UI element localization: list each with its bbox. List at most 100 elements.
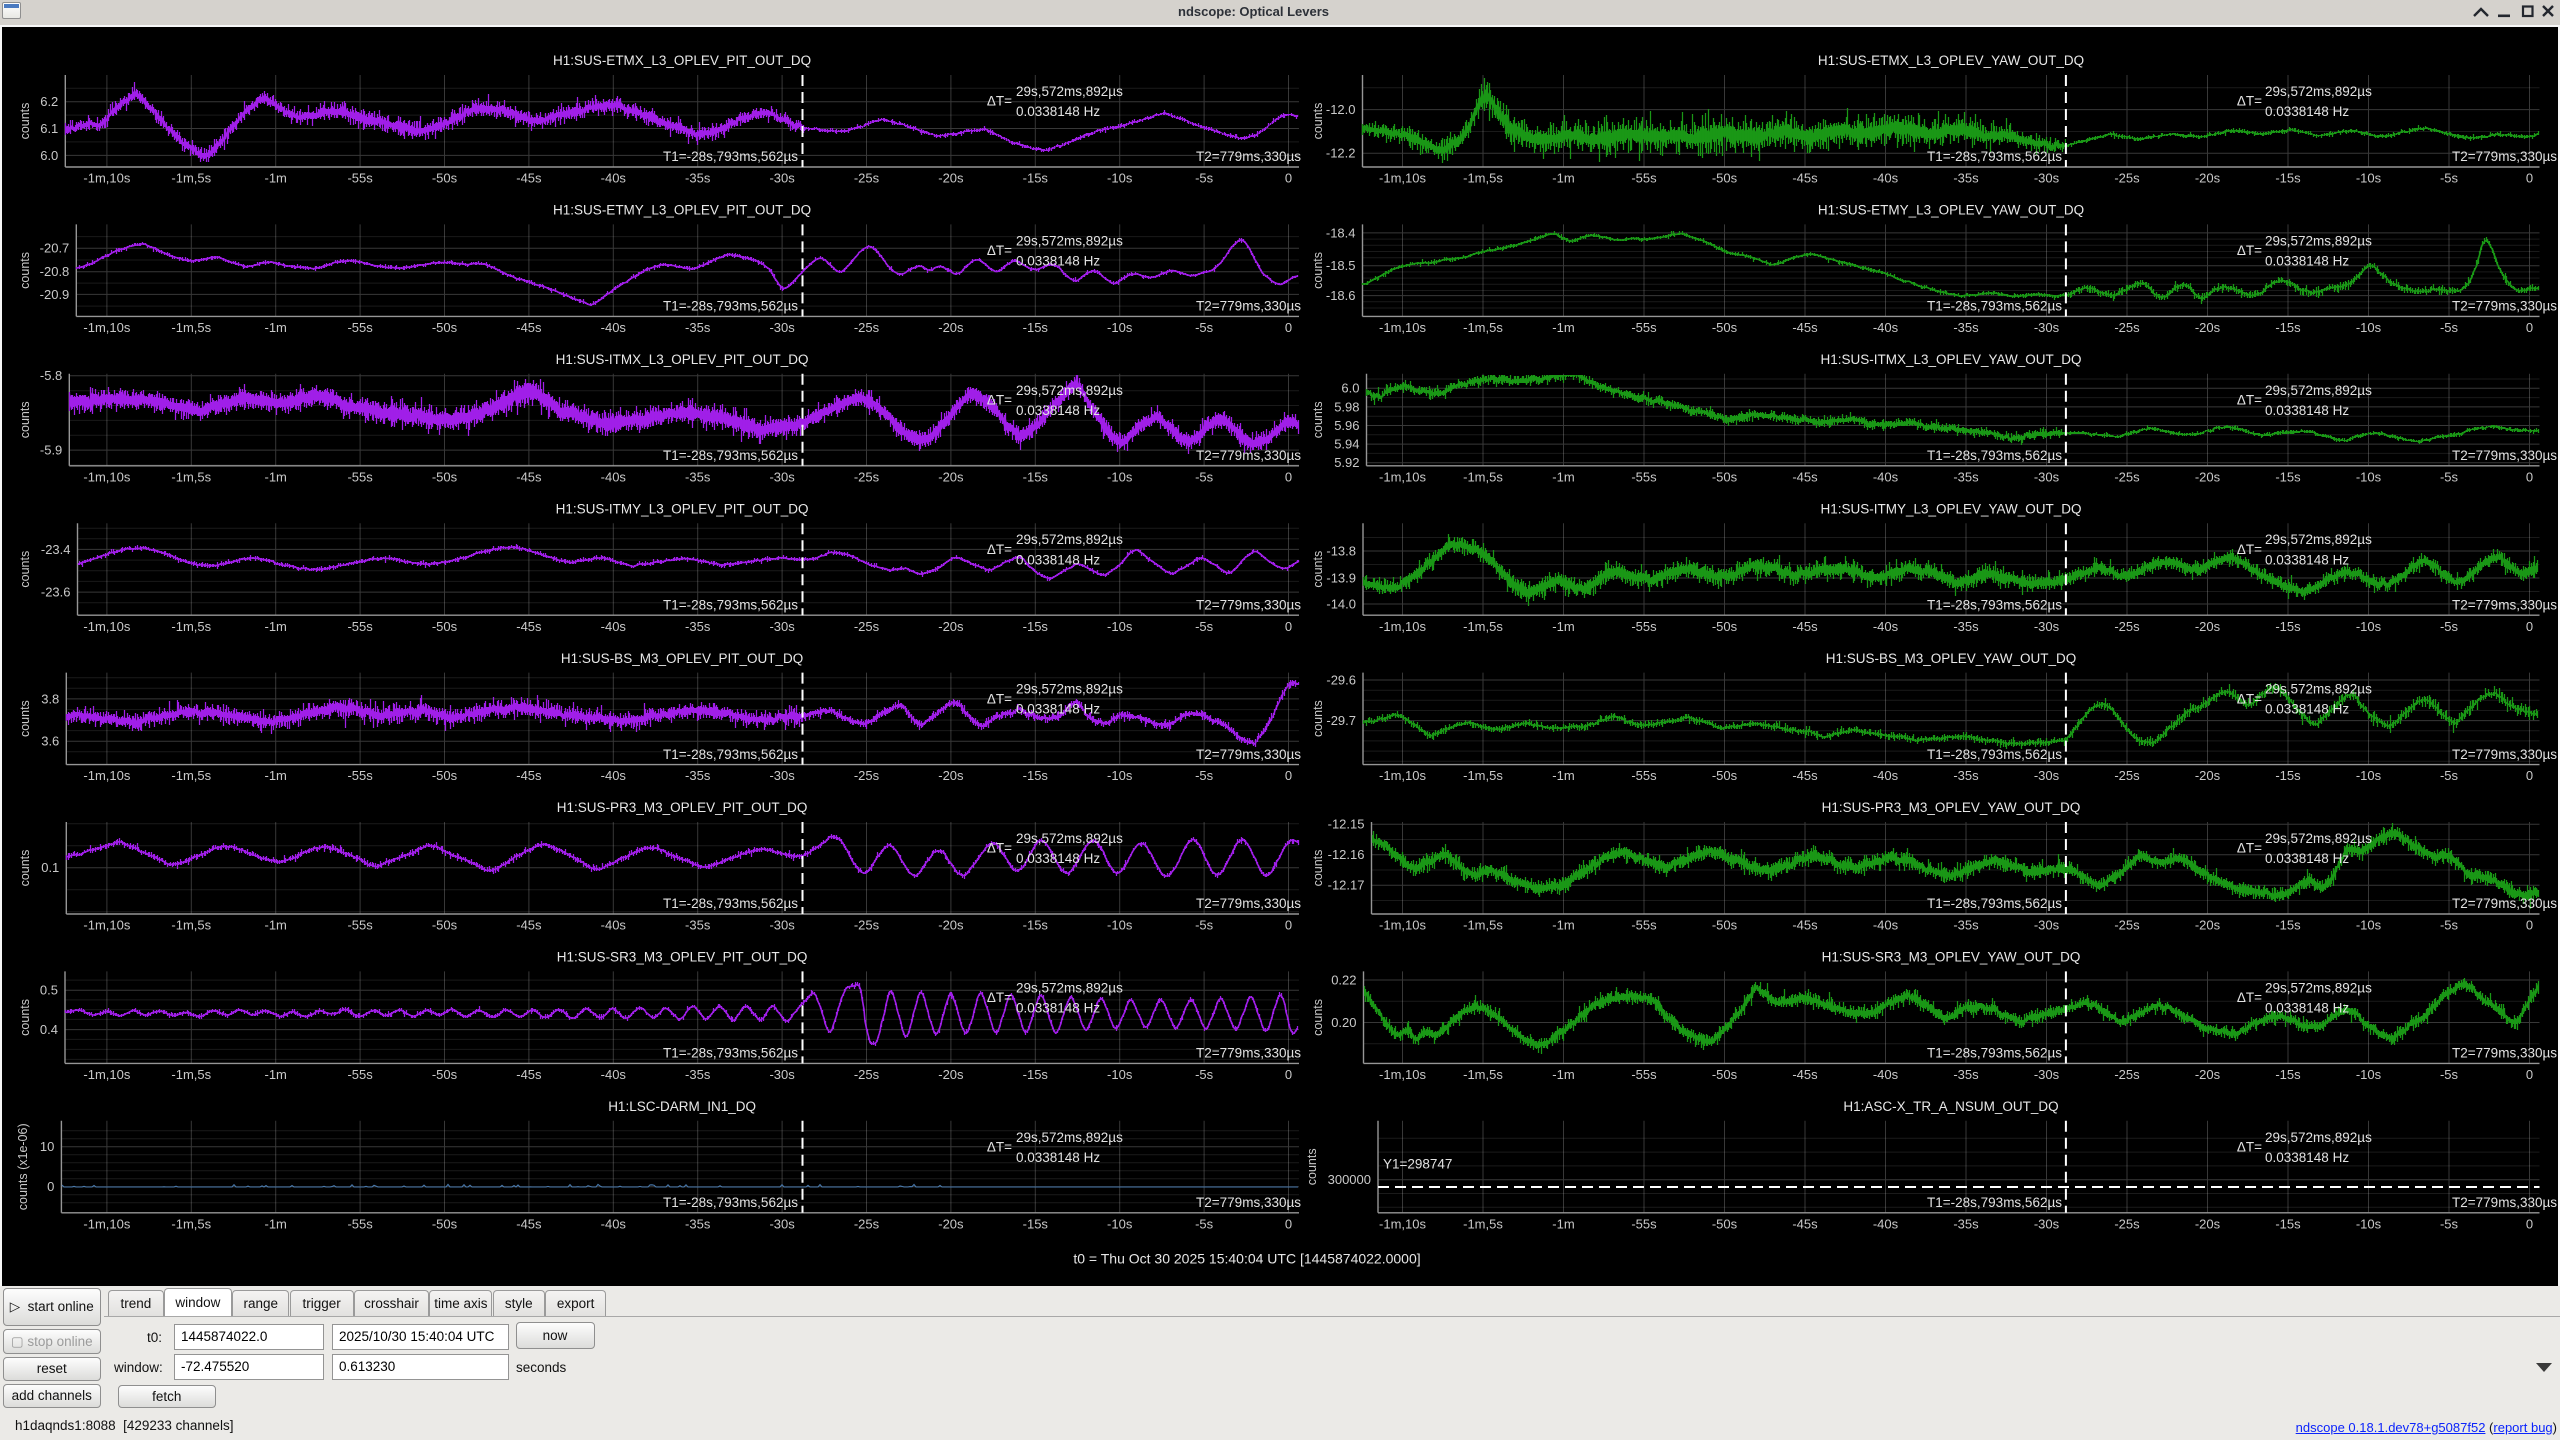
svg-text:3.6: 3.6 (41, 734, 59, 749)
svg-text:-1m: -1m (265, 1216, 287, 1231)
svg-text:-35s: -35s (685, 1067, 711, 1082)
svg-text:T2=779ms,330µs: T2=779ms,330µs (2452, 149, 2557, 164)
svg-text:0: 0 (2526, 918, 2533, 933)
svg-text:-55s: -55s (1631, 1216, 1657, 1231)
svg-text:29s,572ms,892µs: 29s,572ms,892µs (1016, 532, 1123, 547)
svg-text:29s,572ms,892µs: 29s,572ms,892µs (1016, 84, 1123, 99)
svg-text:-15s: -15s (1023, 619, 1049, 634)
svg-text:-30s: -30s (2034, 1067, 2060, 1082)
svg-text:-50s: -50s (1712, 320, 1738, 335)
svg-text:-40s: -40s (601, 1216, 627, 1231)
svg-text:-1m,10s: -1m,10s (1379, 1067, 1426, 1082)
svg-text:0: 0 (2526, 320, 2533, 335)
svg-text:-25s: -25s (2114, 768, 2140, 783)
svg-text:0.20: 0.20 (1331, 1015, 1356, 1030)
svg-text:Y1=298747: Y1=298747 (1383, 1157, 1452, 1172)
svg-text:-1m: -1m (265, 619, 287, 634)
svg-text:0: 0 (2526, 1216, 2533, 1231)
svg-text:-5s: -5s (2440, 768, 2459, 783)
svg-text:-25s: -25s (2114, 918, 2140, 933)
svg-text:-30s: -30s (769, 619, 795, 634)
svg-text:-45s: -45s (1792, 320, 1818, 335)
svg-text:-1m,5s: -1m,5s (1463, 918, 1503, 933)
svg-text:-5.9: -5.9 (40, 443, 62, 458)
svg-text:-1m,10s: -1m,10s (83, 1216, 130, 1231)
svg-text:ΔT=: ΔT= (987, 691, 1012, 706)
svg-text:-18.6: -18.6 (1326, 288, 1356, 303)
svg-text:-55s: -55s (1631, 768, 1657, 783)
svg-text:-55s: -55s (1631, 171, 1657, 186)
svg-text:-10s: -10s (1107, 768, 1133, 783)
svg-text:0.0338148 Hz: 0.0338148 Hz (2265, 702, 2349, 717)
svg-text:-30s: -30s (769, 918, 795, 933)
svg-text:-1m,10s: -1m,10s (1379, 320, 1426, 335)
svg-text:ΔT=: ΔT= (2237, 393, 2262, 408)
svg-text:T1=-28s,793ms,562µs: T1=-28s,793ms,562µs (1927, 448, 2062, 463)
svg-text:-55s: -55s (347, 320, 373, 335)
svg-text:counts: counts (1305, 1148, 1319, 1185)
svg-text:-45s: -45s (516, 1067, 542, 1082)
svg-text:0: 0 (1285, 918, 1292, 933)
svg-text:29s,572ms,892µs: 29s,572ms,892µs (2265, 233, 2372, 248)
svg-text:-35s: -35s (685, 469, 711, 484)
svg-text:counts: counts (18, 401, 32, 438)
svg-text:ΔT=: ΔT= (987, 243, 1012, 258)
svg-text:29s,572ms,892µs: 29s,572ms,892µs (2265, 1130, 2372, 1145)
svg-text:0.5: 0.5 (40, 983, 58, 998)
svg-text:-20.9: -20.9 (40, 287, 70, 302)
svg-text:-12.16: -12.16 (1328, 847, 1365, 862)
svg-text:-1m,5s: -1m,5s (1463, 171, 1503, 186)
svg-text:29s,572ms,892µs: 29s,572ms,892µs (1016, 831, 1123, 846)
svg-text:-5s: -5s (1195, 918, 1214, 933)
svg-text:-25s: -25s (854, 1067, 880, 1082)
svg-text:300000: 300000 (1328, 1172, 1371, 1187)
svg-text:-55s: -55s (1631, 918, 1657, 933)
svg-text:-10s: -10s (1107, 619, 1133, 634)
svg-text:-55s: -55s (1631, 619, 1657, 634)
svg-text:ΔT=: ΔT= (987, 94, 1012, 109)
svg-text:-55s: -55s (347, 1216, 373, 1231)
svg-text:H1:SUS-ETMY_L3_OPLEV_YAW_OUT_D: H1:SUS-ETMY_L3_OPLEV_YAW_OUT_DQ (1818, 203, 2084, 218)
svg-text:ΔT=: ΔT= (987, 393, 1012, 408)
svg-text:-55s: -55s (1631, 320, 1657, 335)
svg-text:-40s: -40s (601, 320, 627, 335)
svg-text:-50s: -50s (432, 171, 458, 186)
svg-text:H1:SUS-ITMY_L3_OPLEV_YAW_OUT_D: H1:SUS-ITMY_L3_OPLEV_YAW_OUT_DQ (1820, 501, 2081, 516)
svg-text:T2=779ms,330µs: T2=779ms,330µs (1196, 1195, 1301, 1210)
svg-text:-15s: -15s (2275, 768, 2301, 783)
svg-text:T1=-28s,793ms,562µs: T1=-28s,793ms,562µs (1927, 149, 2062, 164)
svg-text:counts: counts (1311, 551, 1325, 588)
svg-text:-10s: -10s (1107, 918, 1133, 933)
svg-text:-10s: -10s (2356, 768, 2382, 783)
svg-text:ΔT=: ΔT= (2237, 243, 2262, 258)
svg-text:-45s: -45s (1792, 619, 1818, 634)
svg-text:0: 0 (2526, 1067, 2533, 1082)
svg-text:-5s: -5s (2440, 918, 2459, 933)
svg-text:-30s: -30s (769, 1216, 795, 1231)
svg-text:29s,572ms,892µs: 29s,572ms,892µs (1016, 682, 1123, 697)
svg-text:0: 0 (1285, 1216, 1292, 1231)
svg-text:-25s: -25s (854, 171, 880, 186)
svg-text:-10s: -10s (2356, 1067, 2382, 1082)
svg-text:-20s: -20s (2195, 171, 2221, 186)
svg-text:-29.6: -29.6 (1326, 672, 1356, 687)
svg-text:-50s: -50s (432, 1216, 458, 1231)
svg-text:-20s: -20s (938, 469, 964, 484)
svg-text:-30s: -30s (2034, 171, 2060, 186)
svg-text:-10s: -10s (2356, 1216, 2382, 1231)
svg-text:-1m: -1m (1552, 469, 1574, 484)
svg-text:T1=-28s,793ms,562µs: T1=-28s,793ms,562µs (663, 149, 798, 164)
svg-text:T1=-28s,793ms,562µs: T1=-28s,793ms,562µs (663, 448, 798, 463)
svg-text:-20s: -20s (2195, 619, 2221, 634)
svg-text:-40s: -40s (601, 619, 627, 634)
svg-text:-1m: -1m (1552, 320, 1574, 335)
svg-text:0: 0 (2526, 619, 2533, 634)
svg-text:0.4: 0.4 (40, 1022, 58, 1037)
svg-text:-55s: -55s (1631, 1067, 1657, 1082)
svg-text:-25s: -25s (2114, 1067, 2140, 1082)
svg-text:H1:SUS-ETMX_L3_OPLEV_PIT_OUT_D: H1:SUS-ETMX_L3_OPLEV_PIT_OUT_DQ (553, 53, 811, 68)
svg-text:H1:LSC-DARM_IN1_DQ: H1:LSC-DARM_IN1_DQ (608, 1099, 756, 1114)
svg-text:-20s: -20s (938, 768, 964, 783)
svg-text:-1m,10s: -1m,10s (83, 619, 130, 634)
svg-text:ΔT=: ΔT= (2237, 542, 2262, 557)
